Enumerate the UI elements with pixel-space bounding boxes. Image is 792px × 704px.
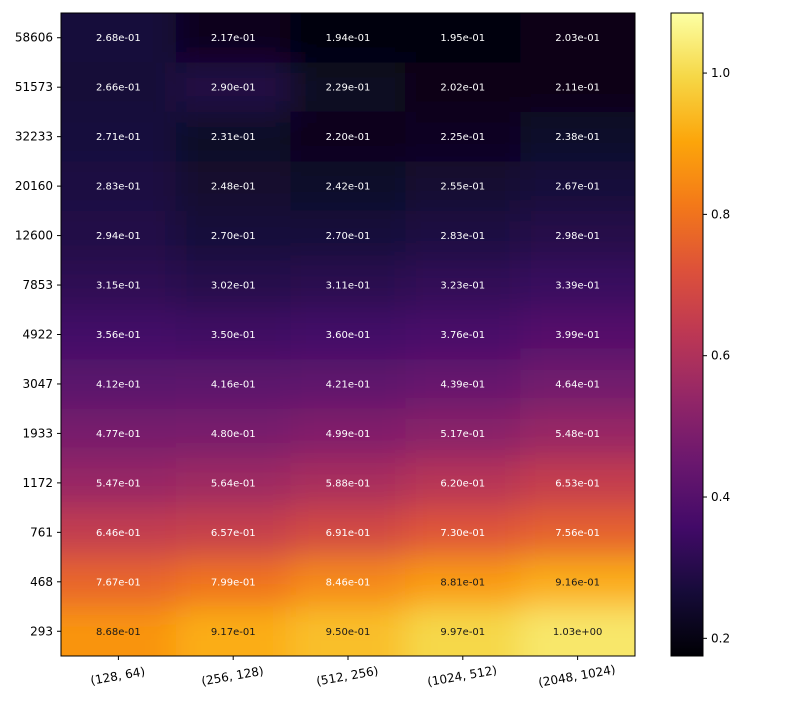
heatmap-cell-label: 4.39e-01 [440,379,485,390]
colorbar-tick-label: 0.8 [711,207,730,221]
heatmap-cell-label: 6.91e-01 [326,528,371,539]
heatmap-cell-label: 7.56e-01 [555,528,600,539]
heatmap-cell-label: 5.48e-01 [555,429,600,440]
x-tick-label: (128, 64) [89,664,146,687]
y-tick-label: 1933 [22,426,53,440]
x-tick-label: (1024, 512) [426,663,498,689]
x-tick-label: (256, 128) [200,664,264,689]
y-tick-label: 761 [30,525,53,539]
heatmap-cell-label: 3.15e-01 [96,281,141,292]
heatmap-cell-label: 2.98e-01 [555,231,600,242]
heatmap-cell-label: 6.57e-01 [211,528,256,539]
heatmap-cell-label: 9.16e-01 [555,577,600,588]
heatmap-cell-label: 2.71e-01 [96,132,141,143]
heatmap-plot-area: 2.68e-01 2.17e-01 1.94e-01 1.95e-01 2.03e-01… [60,12,636,657]
heatmap-cell-label: 2.83e-01 [96,182,141,193]
heatmap-cell-label: 2.67e-01 [555,182,600,193]
heatmap-cell-label: 1.03e+00 [553,627,603,638]
x-tick-label: (512, 256) [315,664,379,689]
x-axis: (128, 64) (256, 128) (512, 256) (1024, 512)… [89,656,617,690]
heatmap-cell-label: 9.17e-01 [211,627,256,638]
heatmap-cell-label: 2.02e-01 [440,83,485,94]
heatmap-cell-label: 4.21e-01 [326,379,371,390]
y-tick-label: 4922 [22,328,53,342]
y-tick-label: 12600 [15,229,53,243]
y-tick-label: 3047 [22,377,53,391]
heatmap-cell-label: 3.11e-01 [326,281,371,292]
y-tick-label: 51573 [15,80,53,94]
heatmap-cell-label: 2.66e-01 [96,83,141,94]
y-tick-label: 32233 [15,130,53,144]
heatmap-cell-label: 2.68e-01 [96,33,141,44]
y-axis: 58606 51573 32233 20160 12600 7853 4922 3047 193… [15,31,61,638]
heatmap-cell-label: 8.46e-01 [326,577,371,588]
heatmap-cell-label: 1.94e-01 [326,33,371,44]
heatmap-cell-label: 2.03e-01 [555,33,600,44]
heatmap-cell-label: 2.94e-01 [96,231,141,242]
heatmap-cell-label: 9.97e-01 [440,627,485,638]
heatmap-cell-label: 4.12e-01 [96,379,141,390]
y-tick-label: 7853 [22,278,53,292]
heatmap-cell-label: 5.47e-01 [96,478,141,489]
heatmap-cell-label: 6.46e-01 [96,528,141,539]
heatmap-cell-label: 4.99e-01 [326,429,371,440]
y-tick-label: 58606 [15,31,53,45]
heatmap-cell-label: 8.68e-01 [96,627,141,638]
heatmap-cell-label: 4.80e-01 [211,429,256,440]
heatmap-cell-label: 7.67e-01 [96,577,141,588]
y-tick-label: 20160 [15,179,53,193]
heatmap-cell-label: 9.50e-01 [326,627,371,638]
heatmap-cell-label: 3.02e-01 [211,281,256,292]
heatmap-cell-label: 2.70e-01 [211,231,256,242]
heatmap-cells [61,13,635,656]
heatmap-cell-label: 2.83e-01 [440,231,485,242]
heatmap-cell-label: 2.38e-01 [555,132,600,143]
heatmap-cell-label: 2.20e-01 [326,132,371,143]
heatmap-cell-label: 6.53e-01 [555,478,600,489]
heatmap-cell-label: 7.99e-01 [211,577,256,588]
heatmap-cell-label: 4.16e-01 [211,379,256,390]
heatmap-cell-label: 2.31e-01 [211,132,256,143]
heatmap-cell-label: 1.95e-01 [440,33,485,44]
heatmap-cell-label: 3.39e-01 [555,281,600,292]
heatmap-cell-label: 2.17e-01 [211,33,256,44]
colorbar-tick-label: 0.2 [711,631,730,645]
heatmap-cell-label: 3.60e-01 [326,330,371,341]
heatmap-cell-label: 4.77e-01 [96,429,141,440]
heatmap-cell-label: 3.76e-01 [440,330,485,341]
heatmap-cell-label: 3.23e-01 [440,281,485,292]
heatmap-cell-label: 2.48e-01 [211,182,256,193]
colorbar-gradient [671,13,703,656]
heatmap-cell-label: 2.11e-01 [555,83,600,94]
colorbar-tick-label: 1.0 [711,66,730,80]
y-tick-label: 293 [30,624,53,638]
heatmap-cell-label: 3.50e-01 [211,330,256,341]
heatmap-cell-label: 2.25e-01 [440,132,485,143]
heatmap-cell-label: 3.56e-01 [96,330,141,341]
heatmap-cell-labels: 2.68e-01 2.17e-01 1.94e-01 1.95e-01 2.03e-01… [96,33,602,638]
x-tick-label: (2048, 1024) [537,662,616,689]
heatmap-smooth-backdrop [61,13,635,656]
heatmap-cell-label: 7.30e-01 [440,528,485,539]
y-tick-label: 1172 [22,476,53,490]
heatmap-cell-label: 5.88e-01 [326,478,371,489]
heatmap-cell-label: 5.17e-01 [440,429,485,440]
colorbar-tick-label: 0.4 [711,490,730,504]
colorbar-ticks: 0.2 0.4 0.6 0.8 1.0 [703,66,730,645]
heatmap-cell-label: 4.64e-01 [555,379,600,390]
heatmap-cell-label: 2.70e-01 [326,231,371,242]
heatmap-cell-label: 8.81e-01 [440,577,485,588]
colorbar-tick-label: 0.6 [711,349,730,363]
heatmap-cell-label: 6.20e-01 [440,478,485,489]
colorbar: 0.2 0.4 0.6 0.8 1.0 [670,12,730,657]
heatmap-cell-label: 2.90e-01 [211,83,256,94]
heatmap-cell-label: 2.55e-01 [440,182,485,193]
heatmap-cell-label: 3.99e-01 [555,330,600,341]
y-tick-label: 468 [30,575,53,589]
heatmap-cell-label: 2.29e-01 [326,83,371,94]
heatmap-cell-label: 2.42e-01 [326,182,371,193]
heatmap-cell-label: 5.64e-01 [211,478,256,489]
colorbar-frame [670,12,704,657]
